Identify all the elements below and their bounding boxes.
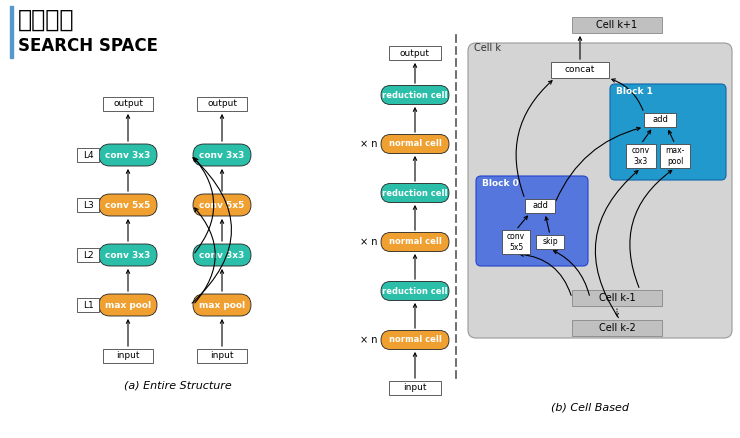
Text: normal cell: normal cell	[388, 336, 442, 345]
FancyBboxPatch shape	[99, 244, 157, 266]
Text: conv 3x3: conv 3x3	[105, 151, 151, 159]
Text: L4: L4	[83, 151, 93, 159]
Text: Block 0: Block 0	[482, 180, 519, 188]
Text: conv 3x3: conv 3x3	[199, 251, 245, 259]
FancyBboxPatch shape	[525, 199, 555, 213]
Text: conv 5x5: conv 5x5	[199, 201, 245, 209]
Text: conv
3x3: conv 3x3	[632, 146, 650, 166]
FancyBboxPatch shape	[77, 298, 99, 312]
Text: add: add	[532, 201, 548, 211]
FancyBboxPatch shape	[99, 144, 157, 166]
Text: normal cell: normal cell	[388, 237, 442, 247]
Text: reduction cell: reduction cell	[383, 286, 448, 296]
FancyBboxPatch shape	[103, 349, 153, 363]
Text: output: output	[207, 99, 237, 109]
Text: Cell k-2: Cell k-2	[599, 323, 636, 333]
FancyBboxPatch shape	[389, 381, 441, 395]
Text: input: input	[116, 352, 140, 360]
Text: output: output	[113, 99, 143, 109]
FancyBboxPatch shape	[572, 17, 662, 33]
FancyBboxPatch shape	[197, 349, 247, 363]
FancyBboxPatch shape	[381, 184, 449, 202]
Text: conv 5x5: conv 5x5	[105, 201, 151, 209]
Text: SEARCH SPACE: SEARCH SPACE	[18, 37, 158, 55]
FancyBboxPatch shape	[193, 294, 251, 316]
FancyBboxPatch shape	[502, 230, 530, 254]
FancyBboxPatch shape	[644, 113, 676, 127]
FancyBboxPatch shape	[468, 43, 732, 338]
FancyBboxPatch shape	[572, 290, 662, 306]
FancyBboxPatch shape	[99, 194, 157, 216]
FancyBboxPatch shape	[551, 62, 609, 78]
Text: × n: × n	[360, 139, 377, 149]
Text: input: input	[210, 352, 234, 360]
Text: (b) Cell Based: (b) Cell Based	[551, 403, 629, 413]
Text: max-
pool: max- pool	[665, 146, 684, 166]
Text: L1: L1	[83, 300, 93, 310]
Text: add: add	[652, 116, 668, 124]
Text: L3: L3	[83, 201, 93, 209]
Text: skip: skip	[542, 237, 558, 247]
Text: × n: × n	[360, 335, 377, 345]
Text: L2: L2	[83, 251, 93, 259]
FancyBboxPatch shape	[536, 235, 564, 249]
FancyBboxPatch shape	[476, 176, 588, 266]
Text: reduction cell: reduction cell	[383, 188, 448, 198]
Text: reduction cell: reduction cell	[383, 91, 448, 99]
FancyBboxPatch shape	[77, 198, 99, 212]
Text: Block 1: Block 1	[616, 88, 653, 96]
Text: × n: × n	[360, 237, 377, 247]
FancyBboxPatch shape	[103, 97, 153, 111]
FancyBboxPatch shape	[197, 97, 247, 111]
FancyBboxPatch shape	[660, 144, 690, 168]
FancyBboxPatch shape	[381, 282, 449, 300]
FancyBboxPatch shape	[193, 144, 251, 166]
FancyBboxPatch shape	[99, 294, 157, 316]
FancyBboxPatch shape	[626, 144, 656, 168]
Text: normal cell: normal cell	[388, 139, 442, 148]
Text: conv 3x3: conv 3x3	[199, 151, 245, 159]
Text: conv
5x5: conv 5x5	[507, 232, 525, 252]
FancyBboxPatch shape	[389, 46, 441, 60]
FancyBboxPatch shape	[381, 85, 449, 105]
Text: (a) Entire Structure: (a) Entire Structure	[124, 381, 232, 391]
Text: max pool: max pool	[199, 300, 245, 310]
FancyBboxPatch shape	[381, 331, 449, 350]
Text: Cell k: Cell k	[474, 43, 501, 53]
FancyBboxPatch shape	[381, 134, 449, 153]
Text: 搜索空间: 搜索空间	[18, 8, 75, 32]
Text: max pool: max pool	[105, 300, 151, 310]
Text: Cell k+1: Cell k+1	[596, 20, 638, 30]
FancyBboxPatch shape	[610, 84, 726, 180]
Text: Cell k-1: Cell k-1	[599, 293, 636, 303]
FancyBboxPatch shape	[77, 248, 99, 262]
FancyBboxPatch shape	[193, 194, 251, 216]
Text: input: input	[403, 384, 427, 392]
Text: output: output	[400, 49, 430, 57]
FancyBboxPatch shape	[381, 233, 449, 251]
Bar	[10, 6, 13, 58]
FancyBboxPatch shape	[572, 320, 662, 336]
FancyBboxPatch shape	[77, 148, 99, 162]
Text: conv 3x3: conv 3x3	[105, 251, 151, 259]
FancyBboxPatch shape	[193, 244, 251, 266]
Text: concat: concat	[565, 66, 595, 74]
